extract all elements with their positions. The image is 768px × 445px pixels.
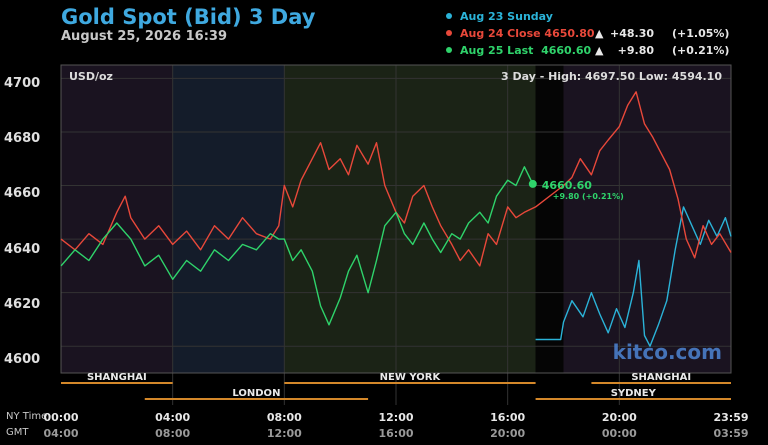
plot-frame [60,64,732,374]
last-price-dot [528,179,537,188]
up-triangle-icon: ▲ [595,27,604,40]
series-line [60,166,534,326]
x-tick-ny: 20:00 [601,411,637,424]
y-tick-label: 4680 [4,131,41,146]
session-band [61,65,173,373]
watermark: kitco.com [613,340,722,364]
unit-label: USD/oz [69,70,113,83]
x-tick-gmt: 12:00 [266,427,302,440]
legend-label: Aug 25 Last 4660.60 [460,44,592,57]
x-axis-ny-label: NY Time [6,411,48,422]
session-band [535,65,564,373]
x-tick-gmt: 00:00 [601,427,637,440]
legend-change: +48.30 [610,27,655,40]
x-tick-ny: 23:59 [713,411,749,424]
x-tick-ny: 08:00 [266,411,302,424]
last-price-label: 4660.60 [542,179,592,192]
session-label: SHANGHAI [631,372,691,383]
series-line [60,91,732,267]
x-tick-gmt: 04:00 [43,427,79,440]
chart-title: Gold Spot (Bid) 3 Day [61,5,316,29]
y-tick-label: 4640 [4,242,41,257]
last-change-label: +9.80 (+0.21%) [553,192,624,201]
x-tick-gmt: 03:59 [713,427,749,440]
session-label: LONDON [232,388,280,399]
legend-pct: (+0.21%) [672,44,730,57]
session-label: SHANGHAI [87,372,147,383]
legend-dot-icon [446,13,452,19]
x-tick-ny: 00:00 [43,411,79,424]
session-label: SYDNEY [611,388,657,399]
y-tick-label: 4600 [4,352,41,367]
y-tick-label: 4700 [4,76,41,91]
y-tick-label: 4620 [4,297,41,312]
x-tick-gmt: 16:00 [378,427,414,440]
series-line [535,206,732,347]
legend-pct: (+1.05%) [672,27,730,40]
legend-change: +9.80 [617,44,654,57]
x-tick-ny: 04:00 [155,411,191,424]
up-triangle-icon: ▲ [595,44,604,57]
x-axis-gmt-label: GMT [6,427,29,438]
legend-dot-icon [446,30,452,36]
session-band [284,65,536,373]
x-tick-ny: 16:00 [490,411,526,424]
session-band [172,65,285,373]
y-tick-label: 4660 [4,186,41,201]
chart-datetime: August 25, 2026 16:39 [61,29,227,44]
legend-label: Aug 24 Close 4650.80 [460,27,595,40]
session-band [563,65,731,373]
x-tick-gmt: 08:00 [155,427,191,440]
x-tick-ny: 12:00 [378,411,414,424]
x-tick-gmt: 20:00 [490,427,526,440]
range-label: 3 Day - High: 4697.50 Low: 4594.10 [501,70,722,83]
session-label: NEW YORK [380,372,442,383]
legend-dot-icon [446,47,452,53]
legend-label: Aug 23 Sunday [460,10,553,23]
